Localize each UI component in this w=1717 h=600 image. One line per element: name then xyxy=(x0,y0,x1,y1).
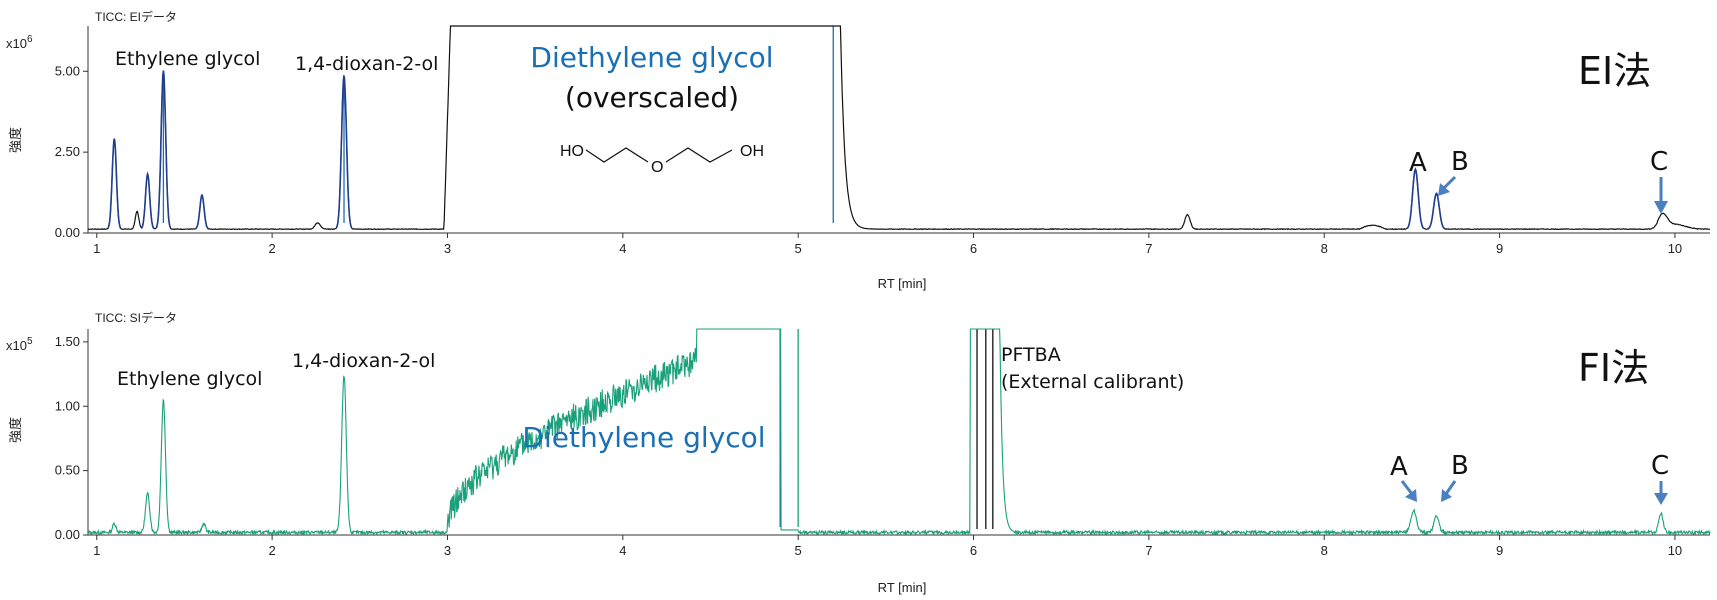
fi-y-exponent-power: 5 xyxy=(27,336,33,347)
fi-x-axis-label: RT [min] xyxy=(878,580,927,595)
ei-peak-mark xyxy=(1427,192,1446,230)
ei-peak-mark xyxy=(1406,167,1425,230)
ei-x-tick-label: 2 xyxy=(269,241,276,256)
fi-x-tick-label: 10 xyxy=(1668,543,1682,558)
fi-x-tick-label: 3 xyxy=(444,543,451,558)
ei-y-exponent-power: 6 xyxy=(27,34,33,45)
ei-blue-markers xyxy=(162,26,834,223)
ei-peak-b-arrow-shaft xyxy=(1441,175,1457,191)
fi-diethylene-glycol-label: Diethylene glycol xyxy=(522,421,765,454)
fi-y-exponent-base: x10 xyxy=(6,338,27,353)
fi-peak-c-arrow-head xyxy=(1654,493,1668,505)
ei-x-tick-label: 3 xyxy=(444,241,451,256)
ei-y-exponent-base: x10 xyxy=(6,36,27,51)
ei-x-tick-label: 7 xyxy=(1145,241,1152,256)
fi-x-tick-label: 4 xyxy=(619,543,626,558)
ei-peak-c-arrow xyxy=(1654,177,1668,214)
fi-method-label: FI法 xyxy=(1578,346,1649,390)
ei-peak-mark xyxy=(140,171,155,230)
structure-ho-label: HO xyxy=(560,143,584,160)
fi-chart-panel: TICC: SIデータ x105 強度 RT [min] 1 2 3 4 5 6 7 8 9 10… xyxy=(6,310,1711,595)
ei-peak-b-label: B xyxy=(1451,147,1469,177)
fi-x-tick-label: 9 xyxy=(1496,543,1503,558)
fi-pftba-label: PFTBA xyxy=(1001,344,1061,366)
structure-bonds-right xyxy=(665,147,733,163)
fi-peak-b-label: B xyxy=(1451,451,1469,481)
ei-x-tick-label: 10 xyxy=(1668,241,1682,256)
ei-method-label: EI法 xyxy=(1578,49,1651,93)
fi-y-tick-label: 0.00 xyxy=(55,527,80,542)
structure-o-label: O xyxy=(651,159,663,176)
ei-x-axis-label: RT [min] xyxy=(878,276,927,291)
ei-peak-a-label: A xyxy=(1409,148,1427,178)
ei-peak-highlights xyxy=(107,70,1446,230)
ei-peak-mark xyxy=(107,138,122,229)
structure-oh-label: OH xyxy=(740,143,764,160)
ei-peak-b-arrow-head xyxy=(1438,183,1450,196)
fi-y-tick-label: 0.50 xyxy=(55,463,80,478)
fi-x-tick-label: 7 xyxy=(1145,543,1152,558)
ei-peak-mark xyxy=(195,193,209,230)
fi-trace-line xyxy=(87,328,1711,537)
deg-structure: HO O OH xyxy=(560,143,764,176)
ei-overscaled-label: (overscaled) xyxy=(565,81,739,114)
fi-peak-c-label: C xyxy=(1651,451,1669,481)
fi-x-tick-label: 2 xyxy=(269,543,276,558)
fi-axes: 1 2 3 4 5 6 7 8 9 10 0.00 0.50 1.00 1.50 xyxy=(55,329,1710,558)
ei-y-exponent: x106 xyxy=(6,34,33,51)
fi-peak-a-arrow-shaft xyxy=(1400,480,1414,495)
ei-ethylene-glycol-label: Ethylene glycol xyxy=(115,48,260,70)
fi-y-tick-label: 1.00 xyxy=(55,398,80,413)
fi-panel-label: TICC: SIデータ xyxy=(95,310,177,325)
fi-ethylene-glycol-label: Ethylene glycol xyxy=(117,368,262,390)
fi-y-tick-label: 1.50 xyxy=(55,334,80,349)
ei-x-tick-label: 1 xyxy=(93,241,100,256)
ei-peak-mark xyxy=(155,70,171,228)
fi-peak-c-arrow xyxy=(1654,481,1668,505)
ei-panel-label: TICC: EIデータ xyxy=(95,9,177,24)
fi-peak-b-arrow-shaft xyxy=(1444,480,1457,495)
fi-peak-b-arrow-head xyxy=(1441,489,1452,502)
ei-peak-c-label: C xyxy=(1650,147,1668,177)
fi-x-tick-label: 1 xyxy=(93,543,100,558)
fi-peak-a-label: A xyxy=(1390,452,1408,482)
ei-peak-mark xyxy=(335,75,353,228)
ei-dioxanol-label: 1,4-dioxan-2-ol xyxy=(295,53,438,75)
ei-peak-c-arrow-head xyxy=(1654,201,1668,214)
ei-y-tick-label: 5.00 xyxy=(55,63,80,78)
ei-x-tick-label: 8 xyxy=(1321,241,1328,256)
fi-x-tick-label: 5 xyxy=(795,543,802,558)
structure-bonds-left xyxy=(585,147,649,163)
fi-peak-a-arrow xyxy=(1400,480,1417,502)
ei-diethylene-glycol-label: Diethylene glycol xyxy=(530,41,773,74)
ei-x-tick-label: 6 xyxy=(970,241,977,256)
fi-dioxanol-label: 1,4-dioxan-2-ol xyxy=(292,350,435,372)
ei-axes: 1 2 3 4 5 6 7 8 9 10 0.00 2.50 5.00 xyxy=(55,26,1710,256)
fi-peak-b-arrow xyxy=(1441,480,1457,502)
fi-pftba-sub-label: (External calibrant) xyxy=(1001,371,1184,393)
ei-y-tick-label: 2.50 xyxy=(55,144,80,159)
fi-y-axis-label: 強度 xyxy=(8,417,23,443)
ei-y-tick-label: 0.00 xyxy=(55,225,80,240)
ei-y-axis-label: 強度 xyxy=(8,127,23,153)
ei-chart-panel: TICC: EIデータ x106 強度 RT [min] 1 2 3 4 5 6 7 8 9 10… xyxy=(6,9,1710,291)
ei-peak-b-arrow xyxy=(1438,175,1457,196)
fi-x-tick-label: 8 xyxy=(1321,543,1328,558)
ei-x-tick-label: 9 xyxy=(1496,241,1503,256)
fi-x-tick-label: 6 xyxy=(970,543,977,558)
ei-x-tick-label: 4 xyxy=(619,241,626,256)
fi-y-exponent: x105 xyxy=(6,336,33,353)
fi-peak-a-arrow-head xyxy=(1405,489,1417,502)
fi-marker-lines xyxy=(779,329,994,529)
ei-x-tick-label: 5 xyxy=(795,241,802,256)
